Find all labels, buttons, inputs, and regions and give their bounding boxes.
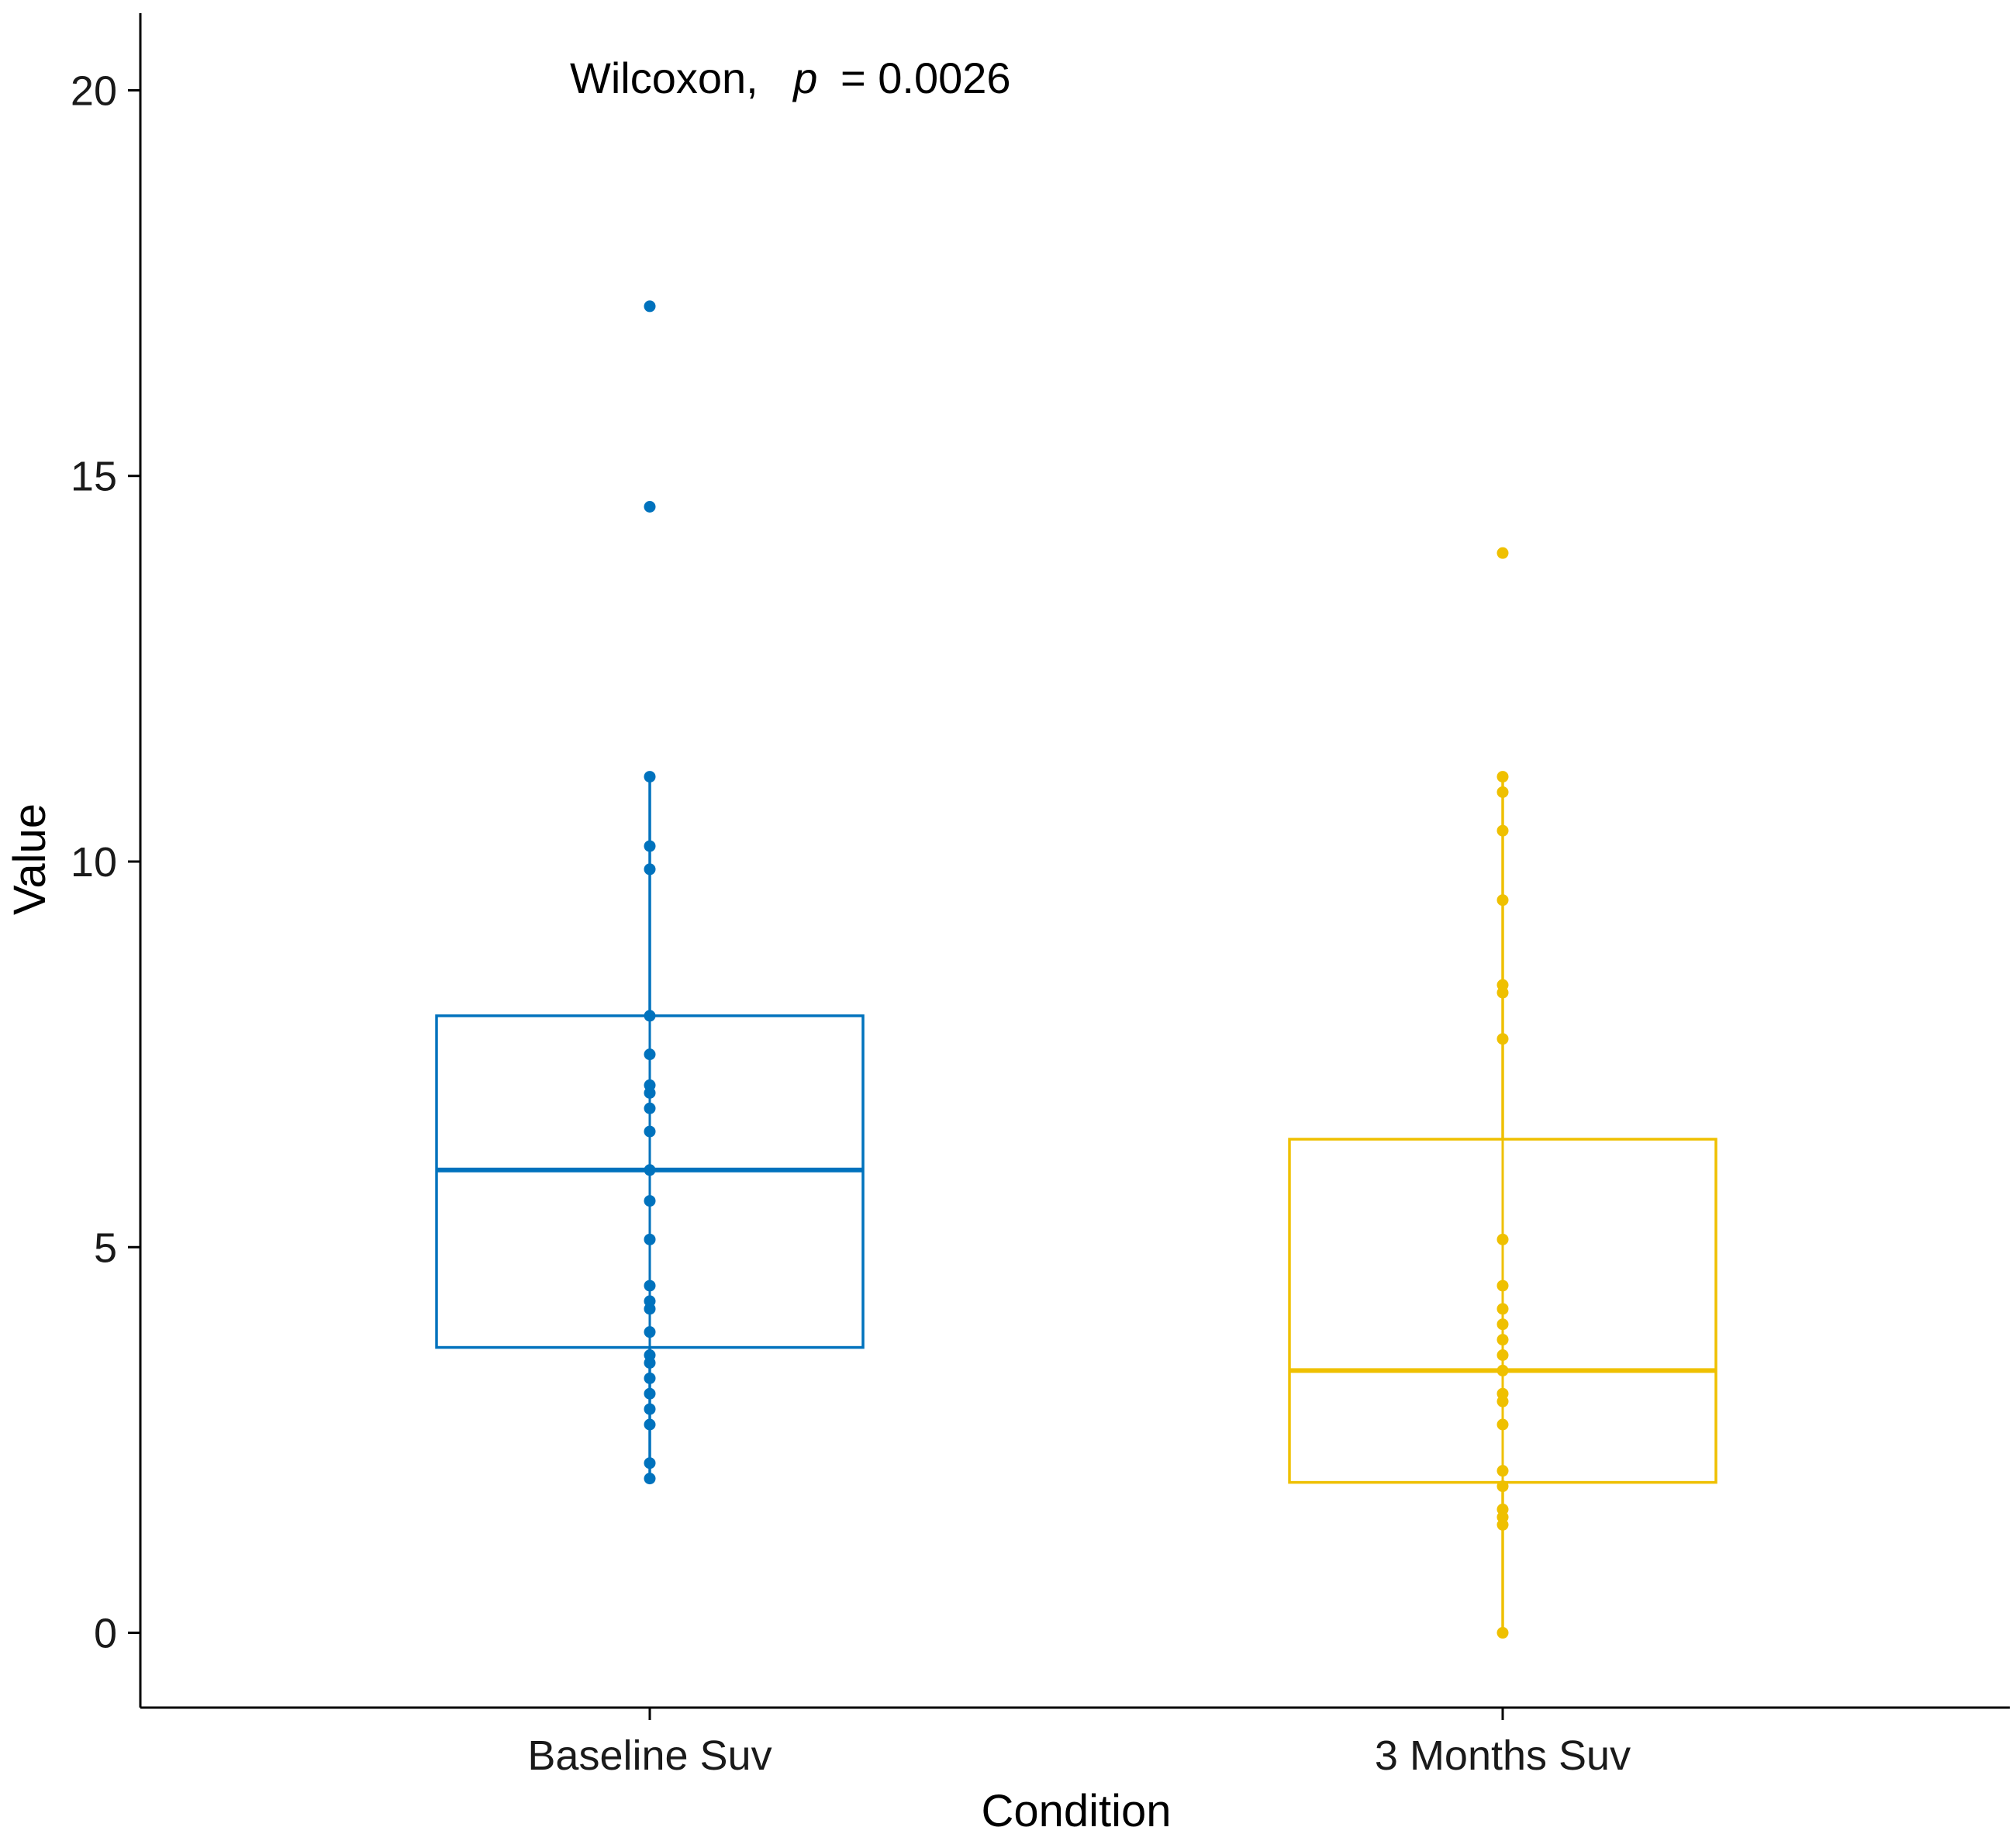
data-point <box>1496 1349 1509 1361</box>
data-point <box>644 1048 656 1061</box>
data-point <box>1496 1395 1509 1407</box>
data-point <box>1496 786 1509 798</box>
data-point <box>644 501 656 513</box>
data-point <box>1496 1233 1509 1245</box>
data-point <box>644 1010 656 1022</box>
data-point <box>1496 1033 1509 1045</box>
data-point <box>1496 1318 1509 1331</box>
data-point <box>1496 894 1509 907</box>
data-point <box>1496 1280 1509 1292</box>
data-point <box>644 771 656 783</box>
data-point <box>644 1233 656 1245</box>
data-point <box>644 1195 656 1207</box>
data-point <box>644 1387 656 1400</box>
stat-p-value: = 0.0026 <box>841 54 1011 102</box>
plot-elements <box>435 300 1717 1639</box>
stat-p-symbol: p <box>792 54 817 102</box>
data-point <box>1496 1334 1509 1346</box>
data-point <box>644 1086 656 1099</box>
data-point <box>1496 986 1509 999</box>
data-point <box>1496 1518 1509 1531</box>
y-tick-label: 15 <box>71 454 117 500</box>
series-0 <box>435 300 865 1485</box>
data-point <box>644 840 656 852</box>
data-point <box>644 1418 656 1431</box>
y-tick-label: 20 <box>71 67 117 114</box>
data-point <box>1496 547 1509 559</box>
stat-annotation: Wilcoxon, p = 0.0026 <box>570 54 1011 102</box>
y-tick-label: 5 <box>94 1224 117 1271</box>
x-tick-label: Baseline Suv <box>527 1732 772 1779</box>
data-point <box>644 1125 656 1138</box>
data-point <box>644 1403 656 1415</box>
data-point <box>644 1372 656 1384</box>
data-point <box>1496 1465 1509 1477</box>
data-point <box>644 1280 656 1292</box>
data-point <box>644 1164 656 1176</box>
data-point <box>644 1326 656 1338</box>
series-1 <box>1288 547 1717 1639</box>
data-point <box>644 863 656 876</box>
x-tick-label: 3 Months Suv <box>1375 1732 1631 1779</box>
data-point <box>1496 1418 1509 1431</box>
data-point <box>644 1102 656 1114</box>
data-point <box>1496 1627 1509 1639</box>
data-point <box>1496 1480 1509 1493</box>
data-point <box>1496 1303 1509 1315</box>
data-point <box>644 1473 656 1485</box>
data-point <box>1496 1364 1509 1376</box>
data-point <box>644 1457 656 1470</box>
data-point <box>644 300 656 313</box>
x-axis-title: Condition <box>981 1786 1171 1834</box>
data-point <box>644 1356 656 1369</box>
data-point <box>1496 771 1509 783</box>
data-point <box>1496 824 1509 837</box>
y-tick-label: 0 <box>94 1611 117 1657</box>
y-axis-title: Value <box>5 803 55 915</box>
stat-test-name: Wilcoxon, <box>570 54 758 102</box>
data-point <box>644 1303 656 1315</box>
y-tick-label: 10 <box>71 839 117 886</box>
